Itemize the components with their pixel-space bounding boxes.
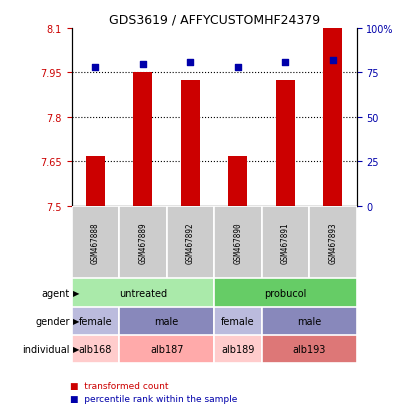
Text: ▶: ▶: [72, 316, 79, 325]
Bar: [72, 335, 119, 363]
Point: [139, 61, 146, 68]
Text: male: male: [154, 316, 178, 326]
Text: alb187: alb187: [150, 344, 183, 354]
Bar: [213, 335, 261, 363]
Bar: [213, 279, 356, 307]
Text: ■  transformed count: ■ transformed count: [70, 381, 168, 390]
Point: [329, 57, 335, 64]
Bar: [275, 81, 294, 206]
Point: [234, 65, 240, 71]
Title: GDS3619 / AFFYCUSTOMHF24379: GDS3619 / AFFYCUSTOMHF24379: [108, 13, 319, 26]
Bar: [323, 29, 342, 206]
Bar: [119, 307, 213, 335]
Bar: [72, 279, 213, 307]
Point: [92, 65, 99, 71]
Bar: [213, 206, 261, 279]
Text: probucol: probucol: [264, 288, 306, 298]
Bar: [166, 206, 213, 279]
Text: GSM467888: GSM467888: [91, 222, 100, 263]
Text: ▶: ▶: [72, 344, 79, 354]
Text: untreated: untreated: [119, 288, 166, 298]
Bar: [261, 206, 308, 279]
Point: [281, 59, 288, 66]
Bar: [261, 335, 356, 363]
Bar: [72, 206, 119, 279]
Bar: [180, 81, 200, 206]
Bar: [228, 156, 247, 206]
Text: GSM467890: GSM467890: [233, 222, 242, 263]
Bar: [133, 74, 152, 206]
Bar: [72, 307, 119, 335]
Bar: [86, 156, 105, 206]
Text: alb168: alb168: [79, 344, 112, 354]
Text: agent: agent: [41, 288, 70, 298]
Text: ■  percentile rank within the sample: ■ percentile rank within the sample: [70, 394, 236, 403]
Bar: [213, 307, 261, 335]
Text: alb193: alb193: [292, 344, 325, 354]
Bar: [308, 206, 356, 279]
Bar: [119, 206, 166, 279]
Text: female: female: [79, 316, 112, 326]
Text: ▶: ▶: [72, 288, 79, 297]
Text: alb189: alb189: [221, 344, 254, 354]
Text: GSM467889: GSM467889: [138, 222, 147, 263]
Point: [187, 59, 193, 66]
Text: GSM467892: GSM467892: [186, 222, 195, 263]
Text: female: female: [220, 316, 254, 326]
Text: GSM467891: GSM467891: [280, 222, 289, 263]
Text: gender: gender: [35, 316, 70, 326]
Bar: [119, 335, 213, 363]
Text: GSM467893: GSM467893: [328, 222, 337, 263]
Bar: [261, 307, 356, 335]
Text: male: male: [297, 316, 321, 326]
Text: individual: individual: [22, 344, 70, 354]
